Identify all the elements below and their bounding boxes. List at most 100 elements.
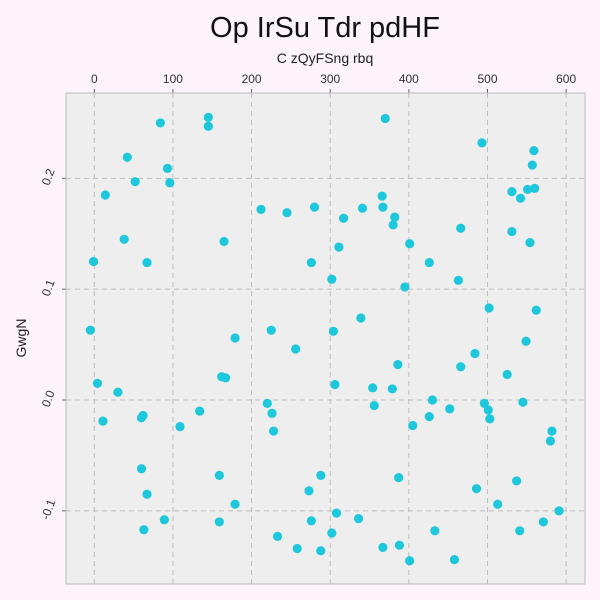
- scatter-point: [282, 208, 292, 218]
- scatter-point: [545, 436, 556, 446]
- scatter-point: [142, 489, 152, 499]
- scatter-point: [531, 305, 541, 315]
- scatter-point: [427, 395, 438, 405]
- scatter-point: [98, 416, 108, 426]
- y-axis-label: GwgN: [13, 319, 29, 358]
- x-tick-label: 400: [399, 72, 419, 86]
- scatter-point: [378, 202, 388, 212]
- scatter-point: [291, 344, 301, 354]
- scatter-point: [479, 398, 489, 408]
- y-tick-label: 0.0: [39, 388, 58, 409]
- scatter-point: [380, 113, 390, 124]
- scatter-point: [88, 256, 99, 267]
- scatter-point: [456, 223, 466, 233]
- scatter-point: [262, 398, 272, 408]
- x-tick-label: 600: [556, 72, 576, 86]
- scatter-point: [214, 517, 224, 527]
- scatter-point: [424, 257, 434, 268]
- scatter-point: [530, 183, 540, 193]
- scatter-point: [195, 406, 205, 416]
- tick-labels: 0 100 200 300 400 500 600 -0.1 0.0 0.1 0.2: [38, 72, 576, 522]
- scatter-point: [390, 212, 400, 222]
- scatter-point: [471, 484, 482, 494]
- scatter-point: [445, 404, 455, 414]
- scatter-point: [221, 373, 231, 383]
- scatter-point: [292, 543, 302, 554]
- scatter-point: [230, 333, 240, 343]
- scatter-point: [266, 325, 276, 335]
- scatter-point: [518, 397, 528, 407]
- scatter-point: [424, 412, 434, 422]
- scatter-point: [527, 160, 537, 170]
- scatter-point: [122, 152, 132, 162]
- scatter-point: [525, 238, 535, 248]
- scatter-point: [453, 275, 463, 285]
- scatter-point: [175, 422, 185, 432]
- scatter-point: [515, 193, 526, 203]
- scatter-point: [328, 326, 338, 336]
- plot-frame: [65, 92, 586, 585]
- scatter-point: [159, 515, 169, 525]
- scatter-point: [405, 239, 415, 249]
- scatter-point: [368, 383, 378, 393]
- scatter-point: [130, 177, 140, 187]
- scatter-point: [162, 163, 173, 173]
- scatter-point: [522, 184, 533, 195]
- scatter-point: [430, 526, 440, 536]
- scatter-point: [330, 379, 340, 390]
- scatter-point: [483, 405, 493, 415]
- grid-lines: [66, 93, 585, 584]
- scatter-point: [507, 226, 517, 237]
- scatter-point: [456, 362, 466, 372]
- scatter-point: [316, 470, 326, 480]
- scatter-point: [92, 378, 103, 388]
- chart-title: Op IrSu Tdr pdHF: [210, 12, 440, 44]
- scatter-point: [538, 517, 548, 527]
- y-tick-label: -0.1: [38, 497, 58, 522]
- scatter-point: [142, 257, 152, 268]
- scatter-point: [393, 359, 403, 370]
- scatter-point: [327, 274, 337, 284]
- scatter-point: [394, 540, 405, 550]
- scatter-point: [356, 313, 366, 323]
- scatter-point: [405, 556, 415, 566]
- y-tick-label: 0.2: [39, 166, 58, 187]
- scatter-point: [357, 203, 368, 213]
- scatter-point: [529, 146, 539, 156]
- scatter-point: [203, 121, 213, 131]
- scatter-point: [203, 112, 213, 122]
- scatter-point: [554, 506, 564, 516]
- scatter-point: [547, 426, 557, 436]
- scatter-point: [470, 348, 480, 359]
- x-tick-label: 300: [320, 72, 340, 86]
- scatter-point: [272, 531, 283, 541]
- x-tick-label: 500: [477, 72, 497, 86]
- scatter-point: [507, 187, 517, 197]
- scatter-point: [155, 118, 165, 128]
- scatter-point: [138, 410, 148, 421]
- scatter-point: [306, 257, 316, 268]
- scatter-point: [267, 408, 277, 418]
- scatter-point: [136, 464, 147, 474]
- scatter-point: [214, 470, 224, 480]
- x-tick-label: 100: [163, 72, 183, 86]
- scatter-point: [139, 525, 149, 535]
- scatter-point: [400, 282, 410, 292]
- y-tick-label: 0.1: [39, 277, 58, 298]
- scatter-point: [304, 486, 314, 496]
- scatter-point: [493, 499, 503, 509]
- x-axis-label: C zQyFSng rbq: [277, 50, 373, 66]
- scatter-point: [100, 190, 110, 200]
- scatter-point: [306, 516, 316, 526]
- scatter-point: [327, 528, 337, 538]
- scatter-point: [521, 336, 531, 346]
- x-tick-label: 0: [91, 72, 98, 86]
- scatter-point: [369, 400, 379, 411]
- scatter-point: [449, 555, 460, 565]
- scatter-point: [502, 369, 512, 380]
- scatter-point: [353, 514, 364, 524]
- scatter-point: [387, 384, 397, 394]
- scatter-point: [378, 542, 388, 553]
- scatter-point: [269, 426, 279, 436]
